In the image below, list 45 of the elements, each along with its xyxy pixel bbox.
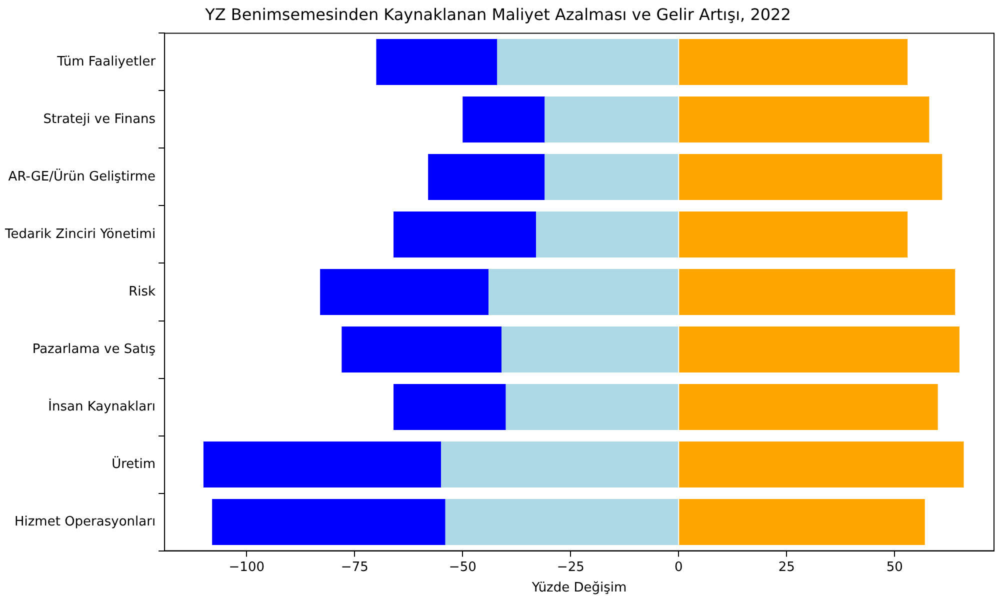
bar (441, 442, 678, 488)
bar (376, 38, 498, 85)
x-tick-label: 0 (674, 560, 683, 575)
bar (679, 154, 942, 200)
y-tick-label: İnsan Kaynakları (48, 398, 156, 414)
x-tick-label: 50 (886, 560, 903, 575)
bar (679, 326, 960, 373)
bar (502, 326, 678, 373)
bar (679, 38, 908, 85)
y-tick-label: Tüm Faaliyetler (56, 54, 156, 70)
x-tick-label: −75 (340, 560, 368, 575)
x-tick-label: −50 (448, 560, 476, 575)
bar (544, 154, 678, 200)
bar (320, 268, 489, 316)
y-tick-label: Strateji ve Finans (43, 112, 156, 127)
bar (462, 96, 545, 142)
bar (342, 326, 502, 373)
bar (445, 499, 678, 546)
y-tick-label: Üretim (112, 456, 156, 472)
bar (506, 384, 678, 430)
bar (679, 384, 938, 430)
bar (203, 442, 442, 488)
y-tick-label: Tedarik Zinciri Yönetimi (4, 226, 156, 242)
bar (212, 499, 446, 546)
x-tick-label: 25 (778, 560, 795, 575)
y-tick-label: Hizmet Operasyonları (14, 514, 156, 530)
y-tick-label: Risk (128, 284, 156, 300)
bar (679, 211, 908, 258)
bar (488, 268, 678, 316)
y-tick-label: AR-GE/Ürün Geliştirme (8, 168, 156, 184)
bar (544, 96, 678, 142)
bar (536, 211, 678, 258)
x-axis-title: Yüzde Değişim (530, 580, 627, 596)
bar (428, 154, 545, 200)
bar (679, 268, 956, 316)
bar (679, 96, 930, 142)
x-tick-label: −25 (556, 560, 584, 575)
bar (679, 442, 964, 488)
bar (394, 384, 506, 430)
x-tick-label: −100 (228, 560, 264, 575)
bar (679, 499, 925, 546)
y-tick-label: Pazarlama ve Satış (32, 342, 156, 357)
chart-title: YZ Benimsemesinden Kaynaklanan Maliyet Azalması ve Gelir Artışı, 2022 (204, 4, 791, 24)
bar (394, 211, 536, 258)
bar (497, 38, 678, 85)
